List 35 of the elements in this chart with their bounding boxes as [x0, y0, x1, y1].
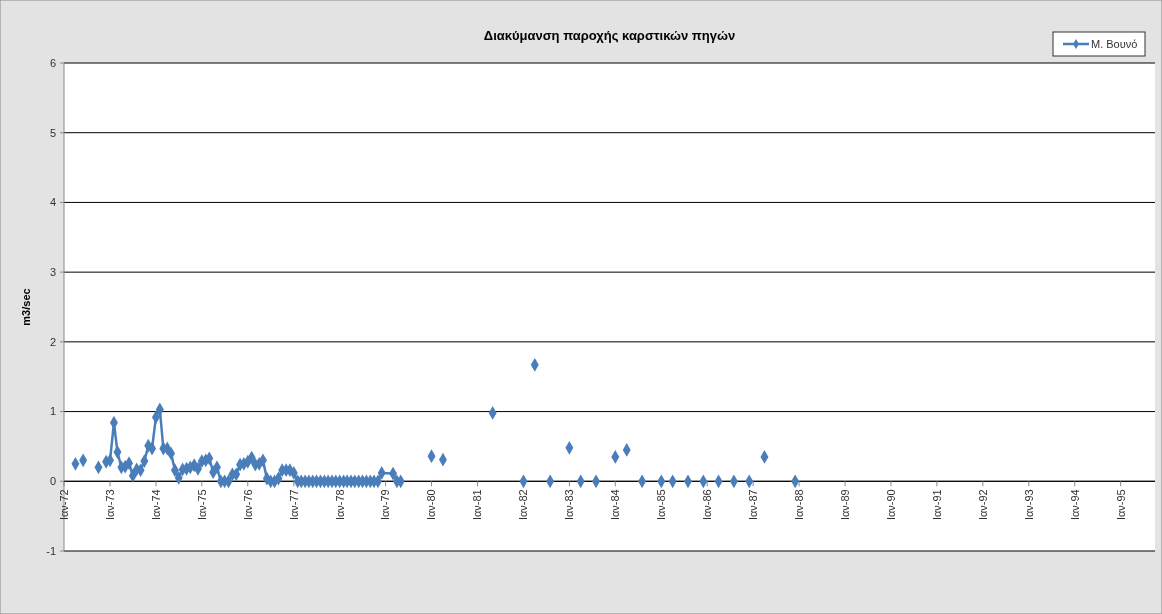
x-tick-label: Ιαν-87 — [746, 489, 759, 521]
legend-label: Μ. Βουνό — [1091, 37, 1138, 50]
x-tick-label: Ιαν-84 — [609, 489, 622, 521]
x-tick-label: Ιαν-90 — [884, 489, 897, 521]
y-tick-label: 4 — [49, 196, 56, 209]
x-tick-label: Ιαν-80 — [425, 489, 438, 521]
x-tick-label: Ιαν-91 — [930, 489, 943, 521]
x-tick-label: Ιαν-77 — [287, 489, 300, 521]
x-tick-label: Ιαν-73 — [103, 489, 116, 521]
chart-title: Διακύμανση παροχής καρστικών πηγών — [483, 28, 736, 43]
x-tick-label: Ιαν-85 — [655, 489, 668, 521]
y-tick-label: 3 — [49, 265, 56, 278]
x-tick-label: Ιαν-83 — [563, 489, 576, 521]
x-tick-label: Ιαν-94 — [1068, 489, 1081, 521]
x-tick-label: Ιαν-82 — [517, 489, 530, 521]
x-tick-label: Ιαν-74 — [149, 489, 162, 521]
y-axis-title: m3/sec — [20, 288, 32, 326]
x-tick-label: Ιαν-72 — [57, 489, 70, 521]
y-tick-label: 5 — [49, 126, 56, 139]
y-tick-label: 6 — [49, 56, 56, 69]
y-tick-label: 2 — [49, 335, 56, 348]
x-tick-label: Ιαν-89 — [838, 489, 851, 521]
x-tick-label: Ιαν-78 — [333, 489, 346, 521]
x-tick-label: Ιαν-86 — [701, 489, 714, 521]
x-tick-label: Ιαν-76 — [241, 489, 254, 521]
x-tick-label: Ιαν-93 — [1022, 489, 1035, 521]
x-tick-label: Ιαν-92 — [976, 489, 989, 521]
x-tick-label: Ιαν-75 — [195, 489, 208, 521]
y-tick-label: -1 — [46, 544, 56, 557]
x-tick-label: Ιαν-81 — [471, 489, 484, 521]
y-tick-label: 1 — [49, 405, 56, 418]
x-tick-label: Ιαν-79 — [379, 489, 392, 521]
x-tick-label: Ιαν-88 — [792, 489, 805, 521]
x-tick-label: Ιαν-95 — [1114, 489, 1127, 521]
y-tick-label: 0 — [49, 475, 56, 488]
